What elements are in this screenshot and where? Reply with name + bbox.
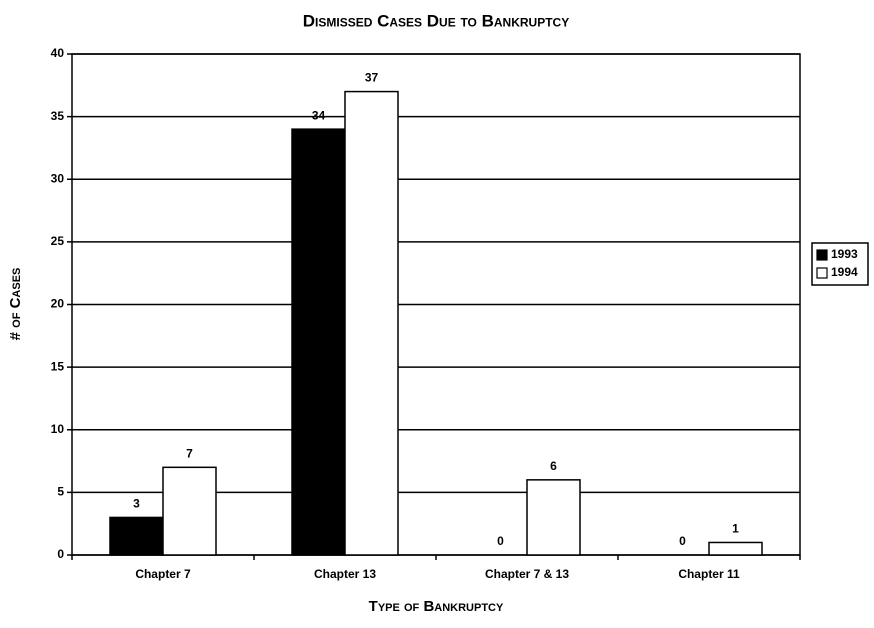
data-label: 3 [133,497,140,511]
y-tick-label: 15 [51,359,65,373]
chart-title: Dismissed Cases Due to Bankruptcy [303,11,569,30]
data-label: 7 [186,446,193,460]
bar [526,479,581,556]
y-tick-label: 20 [51,297,65,311]
bar [344,90,399,556]
bar [291,128,346,556]
bar [708,541,763,556]
x-axis-title: Type of Bankruptcy [369,598,504,615]
y-tick-label: 30 [51,171,65,185]
y-axis-title: # of Cases [7,268,24,341]
y-tick-label: 0 [57,547,64,561]
x-tick-label: Chapter 13 [314,567,376,581]
legend-swatch [816,249,828,261]
legend-label: 1993 [831,247,858,261]
y-tick-label: 35 [51,109,65,123]
y-tick-label: 40 [51,46,65,60]
data-label: 0 [679,534,686,548]
data-label: 6 [550,459,557,473]
x-tick-label: Chapter 7 & 13 [485,567,569,581]
data-label: 34 [312,108,326,122]
data-label: 0 [497,534,504,548]
bar [162,466,217,556]
data-label: 1 [732,522,739,536]
data-label: 37 [365,71,379,85]
x-tick-label: Chapter 11 [678,567,740,581]
bar [109,516,164,556]
legend-label: 1994 [831,265,858,279]
y-tick-label: 25 [51,234,65,248]
x-tick-label: Chapter 7 [135,567,191,581]
legend-swatch [816,267,828,279]
y-tick-label: 5 [57,485,64,499]
y-tick-label: 10 [51,422,65,436]
